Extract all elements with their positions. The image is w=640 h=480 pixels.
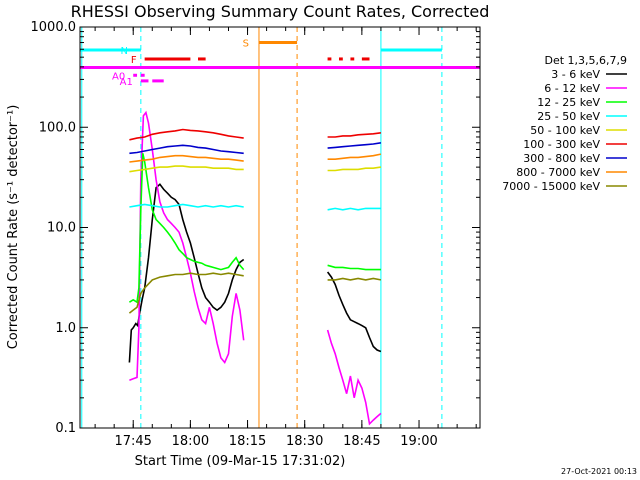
legend-label-7: 300 - 800 keV — [523, 152, 600, 165]
legend-label-2: 6 - 12 keV — [544, 82, 600, 95]
x-tick-label-1: 17:45 — [114, 434, 151, 449]
footer-timestamp: 27-Oct-2021 00:13 — [561, 467, 637, 476]
series-8-line-1 — [129, 154, 244, 163]
legend-label-4: 25 - 50 keV — [537, 110, 600, 123]
series-5 — [129, 165, 382, 173]
series-2-line-1 — [129, 110, 245, 381]
series-8-line-2 — [327, 153, 382, 160]
series-9-line-2 — [327, 277, 382, 281]
flag-label-3: F — [131, 55, 137, 66]
series-3-line-2 — [327, 264, 381, 271]
series-4-line-1 — [129, 203, 244, 208]
x-tick-label-4: 18:30 — [286, 434, 323, 449]
vertical-markers — [81, 27, 443, 428]
flag-label-2: S — [243, 39, 249, 50]
series-3-line-1 — [128, 153, 245, 304]
x-tick-label-3: 18:15 — [229, 434, 266, 449]
series-6-line-2 — [327, 132, 382, 138]
series-1 — [128, 183, 382, 363]
y-tick-label-4: 100.0 — [39, 120, 76, 135]
flag-label-6: A1 — [120, 77, 133, 88]
y-tick-label-2: 1.0 — [55, 321, 76, 336]
series-3 — [128, 153, 381, 304]
legend-label-9: 7000 - 15000 keV — [502, 180, 600, 193]
legend-label-5: 50 - 100 keV — [530, 124, 600, 137]
series-7-line-2 — [327, 142, 382, 149]
series-7 — [129, 142, 382, 155]
series-1-line-2 — [326, 271, 382, 353]
series-4-line-2 — [327, 207, 381, 211]
legend-label-3: 12 - 25 keV — [537, 96, 600, 109]
flag-label-5: A0 — [112, 71, 125, 82]
y-tick-label-3: 10.0 — [47, 221, 76, 236]
legend-label-1: 3 - 6 keV — [551, 68, 600, 81]
chart-title: RHESSI Observing Summary Count Rates, Co… — [71, 2, 490, 21]
series-9 — [128, 272, 382, 314]
series-5-line-2 — [327, 166, 382, 172]
x-tick-label-5: 18:45 — [343, 434, 380, 449]
legend-label-8: 800 - 7000 keV — [516, 166, 600, 179]
y-tick-label-5: 1000.0 — [31, 20, 77, 35]
series-5-line-1 — [129, 165, 244, 173]
x-tick-label-2: 18:00 — [172, 434, 209, 449]
series-1-line-1 — [128, 183, 245, 363]
y-tick-label-1: 0.1 — [55, 421, 76, 436]
series-6-line-1 — [129, 128, 244, 141]
series-4 — [129, 203, 381, 211]
series-2-line-2 — [326, 329, 382, 426]
axes: 0.1 1.0 10.0 100.0 1000.0 17:45 18:00 18:15 18:3… — [31, 20, 480, 449]
x-tick-label-6: 19:00 — [400, 434, 437, 449]
series-2 — [129, 110, 382, 426]
flag-label-1: N — [121, 46, 128, 57]
series-8 — [129, 153, 382, 163]
legend-label-6: 100 - 300 keV — [523, 138, 600, 151]
series-layer — [128, 110, 382, 426]
x-axis-label: Start Time (09-Mar-15 17:31:02) — [135, 454, 346, 469]
series-9-line-1 — [128, 272, 244, 314]
series-7-line-1 — [129, 144, 244, 155]
series-6 — [129, 128, 382, 141]
legend-title: Det 1,3,5,6,7,9 — [544, 54, 627, 67]
y-axis-label: Corrected Count Rate (s⁻¹ detector⁻¹) — [6, 105, 21, 350]
